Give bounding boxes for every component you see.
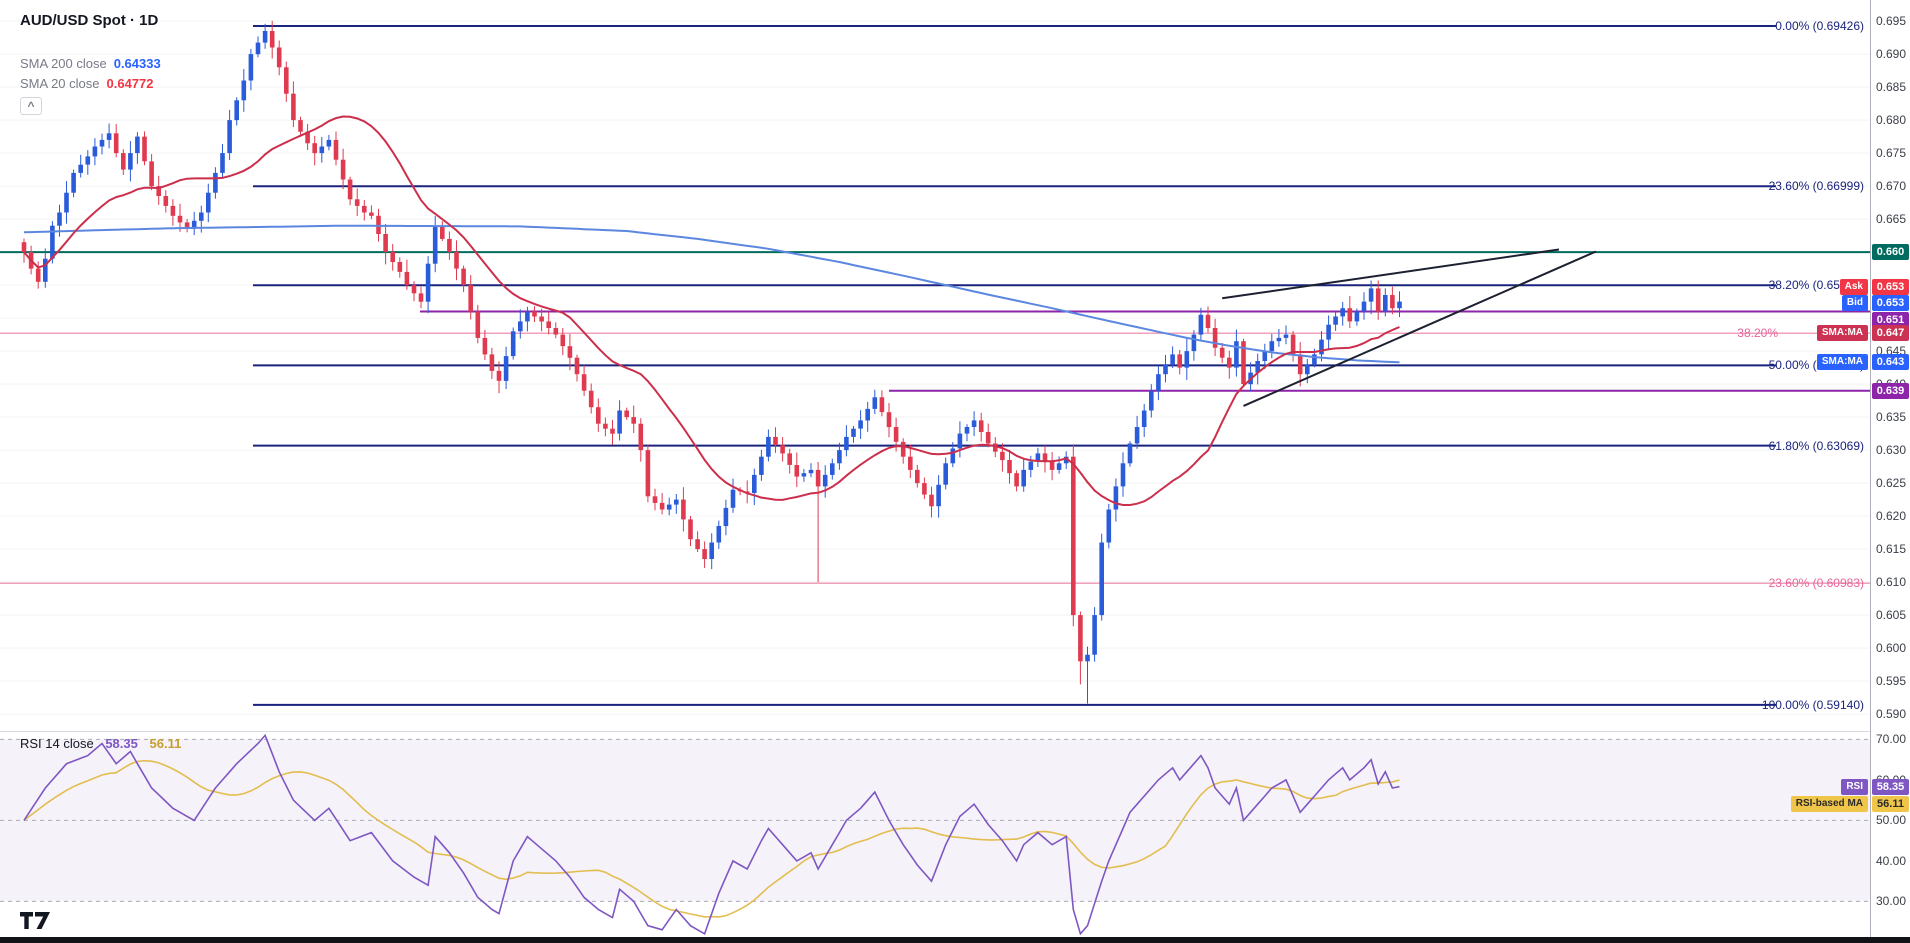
rsi-ma-price-badge: 56.11	[1872, 795, 1909, 812]
price-tick: 0.690	[1876, 47, 1907, 62]
price-tick: 0.600	[1876, 641, 1907, 656]
rsi-chart-canvas[interactable]	[0, 732, 1870, 937]
price-tick: 30.00	[1876, 894, 1907, 909]
rsi-legend[interactable]: RSI 14 close 58.35 56.11	[20, 736, 181, 751]
sma200-plate: SMA:MA	[1816, 354, 1868, 371]
fib-level-label[interactable]: 0.00% (0.69426)	[1775, 19, 1864, 33]
price-tick: 0.610	[1876, 575, 1907, 590]
rsi-ma-value: 56.11	[149, 736, 182, 751]
sma200-price-badge: 0.643	[1872, 354, 1909, 371]
price-tick: 0.620	[1876, 509, 1907, 524]
price-tick: 70.00	[1876, 732, 1907, 747]
level-0651-price-badge: 0.651	[1872, 311, 1909, 328]
sma200-label: SMA 200 close	[20, 56, 107, 71]
tradingview-logo[interactable]	[20, 912, 52, 930]
collapse-indicators-button[interactable]: ^	[20, 97, 42, 115]
ask-price-badge: 0.653	[1872, 279, 1909, 296]
price-tick: 0.605	[1876, 608, 1907, 623]
sma200-value: 0.64333	[113, 56, 161, 71]
price-tick: 0.685	[1876, 80, 1907, 95]
fib-level-label[interactable]: 23.60% (0.60983)	[1768, 576, 1864, 591]
level-0660-price-badge: 0.660	[1872, 244, 1909, 261]
pane-separator[interactable]	[0, 731, 1910, 732]
price-tick: 0.625	[1876, 476, 1907, 491]
fib-level-label[interactable]: 38.20%	[1737, 326, 1778, 341]
tradingview-logo-icon	[20, 912, 50, 929]
sma20-label: SMA 20 close	[20, 76, 100, 91]
rsi-value: 58.35	[105, 736, 138, 751]
sma20-value: 0.64772	[106, 76, 154, 91]
fib-level-label[interactable]: 61.80% (0.63069)	[1768, 438, 1864, 453]
ask-plate: Ask	[1839, 279, 1868, 296]
rsi-plate: RSI	[1841, 778, 1868, 795]
price-tick: 0.595	[1876, 674, 1907, 689]
bottom-bar	[0, 937, 1910, 943]
level-0639-price-badge: 0.639	[1872, 382, 1909, 399]
rsi-price-badge: 58.35	[1872, 778, 1909, 795]
bid-price-badge: 0.653	[1872, 295, 1909, 312]
sma20-price-badge: 0.647	[1872, 325, 1909, 342]
sma20-legend-row[interactable]: SMA 20 close 0.64772	[20, 76, 154, 91]
sma200-legend-row[interactable]: SMA 200 close 0.64333	[20, 56, 161, 71]
fib-level-label[interactable]: 100.00% (0.59140)	[1761, 697, 1864, 712]
price-chart-canvas[interactable]	[0, 0, 1870, 731]
price-tick: 0.630	[1876, 443, 1907, 458]
rsi-title: RSI 14 close	[20, 736, 94, 751]
price-tick: 0.590	[1876, 707, 1907, 722]
symbol-title[interactable]: AUD/USD Spot · 1D	[20, 12, 159, 29]
price-tick: 40.00	[1876, 853, 1907, 868]
bid-plate: Bid	[1841, 295, 1868, 312]
price-tick: 0.680	[1876, 113, 1907, 128]
price-tick: 0.695	[1876, 14, 1907, 29]
chart-legend: AUD/USD Spot · 1D SMA 200 close 0.64333 S…	[20, 12, 161, 115]
chevron-up-icon: ^	[27, 99, 35, 113]
rsi-ma-plate: RSI-based MA	[1790, 795, 1868, 812]
price-tick: 0.635	[1876, 410, 1907, 425]
price-tick: 0.615	[1876, 542, 1907, 557]
fib-level-label[interactable]: 23.60% (0.66999)	[1768, 179, 1864, 194]
sma20-plate: SMA:MA	[1816, 325, 1868, 342]
price-tick: 0.670	[1876, 179, 1907, 194]
price-tick: 50.00	[1876, 813, 1907, 828]
price-tick: 0.675	[1876, 146, 1907, 161]
price-tick: 0.665	[1876, 212, 1907, 227]
